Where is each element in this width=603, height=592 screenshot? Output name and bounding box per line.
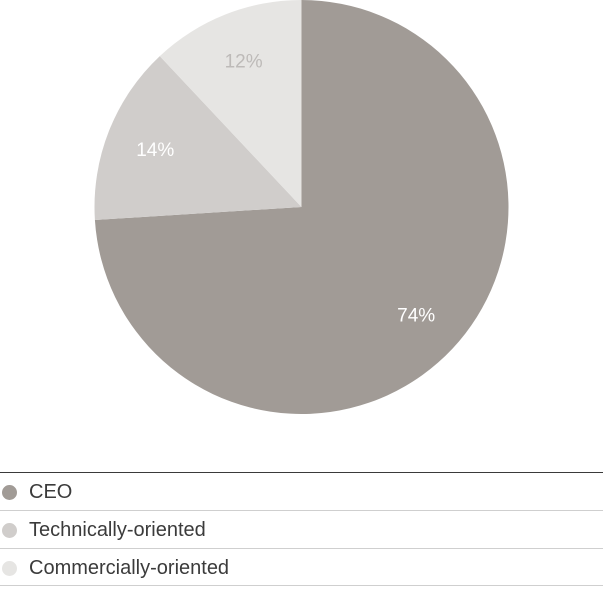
pie-label-ceo: 74% [397, 306, 435, 327]
pie-label-commercially-oriented: 12% [225, 52, 263, 73]
pie-label-technically-oriented: 14% [136, 140, 174, 161]
legend-swatch-commercially-oriented [2, 561, 17, 576]
pie-chart: 74% 14% 12% [94, 0, 509, 414]
legend-item-commercially-oriented: Commercially-oriented [0, 548, 603, 586]
legend-label-commercially-oriented: Commercially-oriented [29, 557, 230, 579]
pie-slice-ceo [94, 0, 509, 414]
legend: CEO Technically-oriented Commercially-or… [0, 472, 603, 586]
pie-slice-commercially-oriented [159, 0, 302, 207]
legend-swatch-ceo [2, 485, 17, 500]
legend-item-ceo: CEO [0, 472, 603, 510]
legend-label-technically-oriented: Technically-oriented [29, 519, 206, 541]
pie-slice-technically-oriented [94, 56, 302, 220]
legend-item-technically-oriented: Technically-oriented [0, 510, 603, 548]
legend-swatch-technically-oriented [2, 523, 17, 538]
legend-label-ceo: CEO [29, 481, 73, 503]
